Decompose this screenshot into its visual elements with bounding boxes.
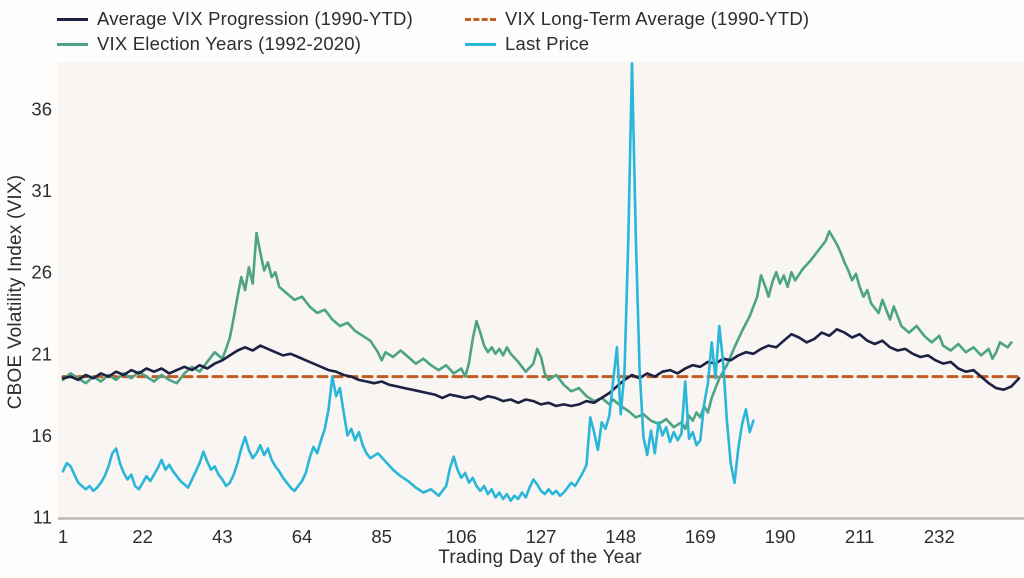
x-tick-label: 232 xyxy=(924,526,955,547)
y-tick-label: 21 xyxy=(31,343,52,364)
x-tick-label: 22 xyxy=(132,526,153,547)
y-axis-title: CBOE Volatility Index (VIX) xyxy=(5,174,26,410)
x-tick-label: 211 xyxy=(845,526,875,547)
y-tick-label: 36 xyxy=(31,98,52,119)
y-tick-label: 31 xyxy=(31,180,52,201)
y-tick-label: 11 xyxy=(33,507,52,528)
legend-item-long-term-average: VIX Long-Term Average (1990-YTD) xyxy=(465,7,809,31)
long-term-average-dashed-swatch xyxy=(465,17,496,21)
x-tick-label: 169 xyxy=(685,526,716,547)
x-tick-label: 64 xyxy=(292,526,313,547)
x-tick-label: 43 xyxy=(212,526,233,547)
x-axis-title: Trading Day of the Year xyxy=(438,547,642,568)
last-price-line-swatch xyxy=(465,42,496,46)
last-price-line xyxy=(61,61,755,503)
election-years-line-swatch xyxy=(57,42,88,46)
y-tick-label: 16 xyxy=(31,425,52,446)
legend-item-election-years: VIX Election Years (1992-2020) xyxy=(57,32,361,56)
average-vix-line xyxy=(61,327,1021,408)
x-tick-label: 85 xyxy=(371,526,392,547)
x-tick-label: 190 xyxy=(765,526,796,547)
y-tick-label: 26 xyxy=(31,262,52,283)
x-tick-label: 127 xyxy=(526,526,557,547)
election-years-line xyxy=(61,230,1013,431)
plot-area xyxy=(58,62,1024,518)
average-vix-line-swatch xyxy=(57,17,88,21)
legend-label: VIX Election Years (1992-2020) xyxy=(97,33,362,54)
legend-item-average-vix: Average VIX Progression (1990-YTD) xyxy=(57,7,413,31)
legend-label: VIX Long-Term Average (1990-YTD) xyxy=(505,8,810,29)
legend-item-last-price: Last Price xyxy=(465,32,589,56)
legend-label: Average VIX Progression (1990-YTD) xyxy=(97,8,413,29)
x-tick-label: 106 xyxy=(446,526,477,547)
legend-label: Last Price xyxy=(505,33,590,54)
x-tick-label: 1 xyxy=(58,526,68,547)
x-tick-label: 148 xyxy=(605,526,636,547)
